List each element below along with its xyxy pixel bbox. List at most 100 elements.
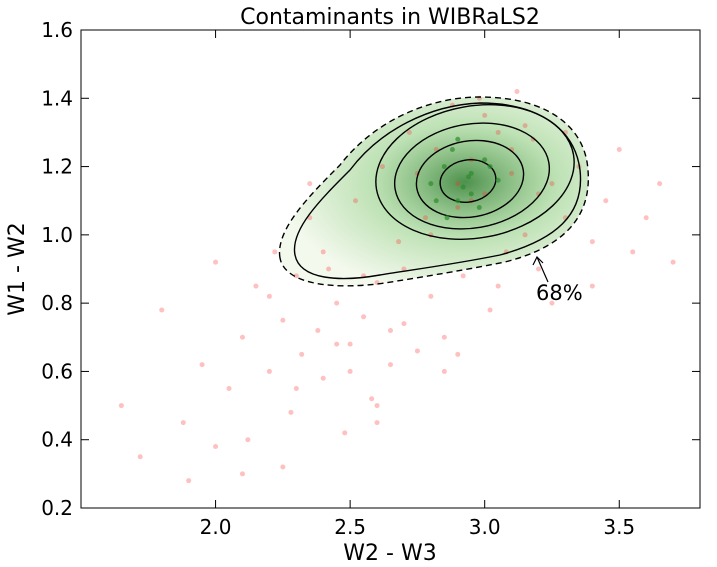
point: [326, 266, 332, 272]
annotation-arrow: [536, 256, 549, 283]
point: [239, 471, 245, 477]
point: [293, 273, 299, 279]
point: [266, 368, 272, 374]
point: [630, 249, 636, 255]
point: [433, 198, 439, 204]
density-fill: [279, 97, 589, 286]
x-axis-label: W2 - W3: [343, 541, 436, 566]
point: [460, 184, 466, 190]
x-tick-label: 3.5: [603, 515, 635, 539]
point: [213, 259, 219, 265]
y-tick-label: 0.8: [41, 291, 73, 315]
y-tick-label: 0.2: [41, 496, 73, 520]
point: [549, 181, 555, 187]
point: [342, 430, 348, 436]
point: [401, 321, 407, 327]
point: [589, 239, 595, 245]
point: [280, 317, 286, 323]
point: [495, 177, 501, 183]
point: [388, 362, 393, 368]
point: [589, 283, 595, 289]
point: [396, 239, 402, 245]
point: [406, 129, 412, 135]
point: [441, 334, 447, 340]
point: [441, 164, 447, 170]
point: [361, 314, 367, 320]
plot-frame: [80, 29, 701, 509]
contours: [278, 96, 589, 287]
point: [422, 215, 428, 221]
point: [455, 136, 461, 142]
point: [603, 198, 609, 204]
core-points: [428, 136, 501, 221]
point: [616, 147, 622, 152]
point: [266, 293, 272, 299]
point: [522, 232, 528, 238]
chart-title: Contaminants in WIBRaLS2: [240, 5, 540, 30]
point: [334, 341, 340, 347]
point: [460, 273, 466, 279]
point: [487, 164, 493, 170]
contour: [393, 122, 551, 230]
point: [374, 403, 380, 409]
point: [643, 215, 649, 221]
point: [347, 368, 353, 374]
point: [315, 327, 321, 333]
point: [320, 249, 326, 255]
x-tick-label: 2.5: [334, 515, 366, 539]
point: [118, 403, 124, 409]
x-tick-label: 2.0: [200, 515, 232, 539]
point: [428, 293, 434, 299]
point: [180, 420, 186, 426]
y-tick-label: 1.4: [41, 86, 73, 110]
point: [388, 327, 393, 333]
point: [657, 181, 663, 187]
point: [468, 191, 474, 197]
contour: [415, 139, 525, 219]
contour: [439, 159, 497, 203]
point: [253, 283, 259, 289]
point: [495, 129, 501, 135]
point: [307, 181, 313, 187]
points: [118, 88, 676, 484]
point: [482, 112, 488, 118]
point: [347, 341, 353, 347]
point: [670, 259, 676, 265]
point: [536, 266, 542, 272]
y-tick-label: 1.6: [41, 18, 73, 42]
point: [369, 396, 375, 402]
point: [495, 283, 501, 289]
point: [428, 181, 434, 187]
y-axis-label: W1 - W2: [5, 222, 30, 315]
point: [455, 181, 461, 187]
point: [199, 362, 205, 368]
point: [272, 249, 278, 255]
point: [288, 409, 294, 415]
point: [441, 368, 447, 374]
point: [455, 351, 461, 357]
point: [522, 123, 528, 129]
point: [353, 198, 359, 204]
point: [455, 198, 461, 204]
point: [226, 386, 232, 391]
y-tick-label: 0.4: [41, 428, 73, 452]
point: [379, 164, 385, 170]
point: [487, 307, 493, 313]
point: [455, 205, 461, 211]
point: [482, 157, 488, 163]
annotation-arrowhead: [532, 255, 544, 266]
y-tick-label: 1.2: [41, 155, 73, 179]
y-tick-label: 0.6: [41, 359, 73, 383]
point: [466, 174, 472, 180]
point: [549, 300, 555, 306]
point: [320, 375, 326, 381]
point: [186, 478, 192, 484]
point: [299, 351, 305, 357]
point: [476, 205, 482, 211]
point: [414, 348, 420, 354]
point: [514, 88, 520, 94]
point: [293, 386, 299, 391]
point: [280, 464, 286, 470]
